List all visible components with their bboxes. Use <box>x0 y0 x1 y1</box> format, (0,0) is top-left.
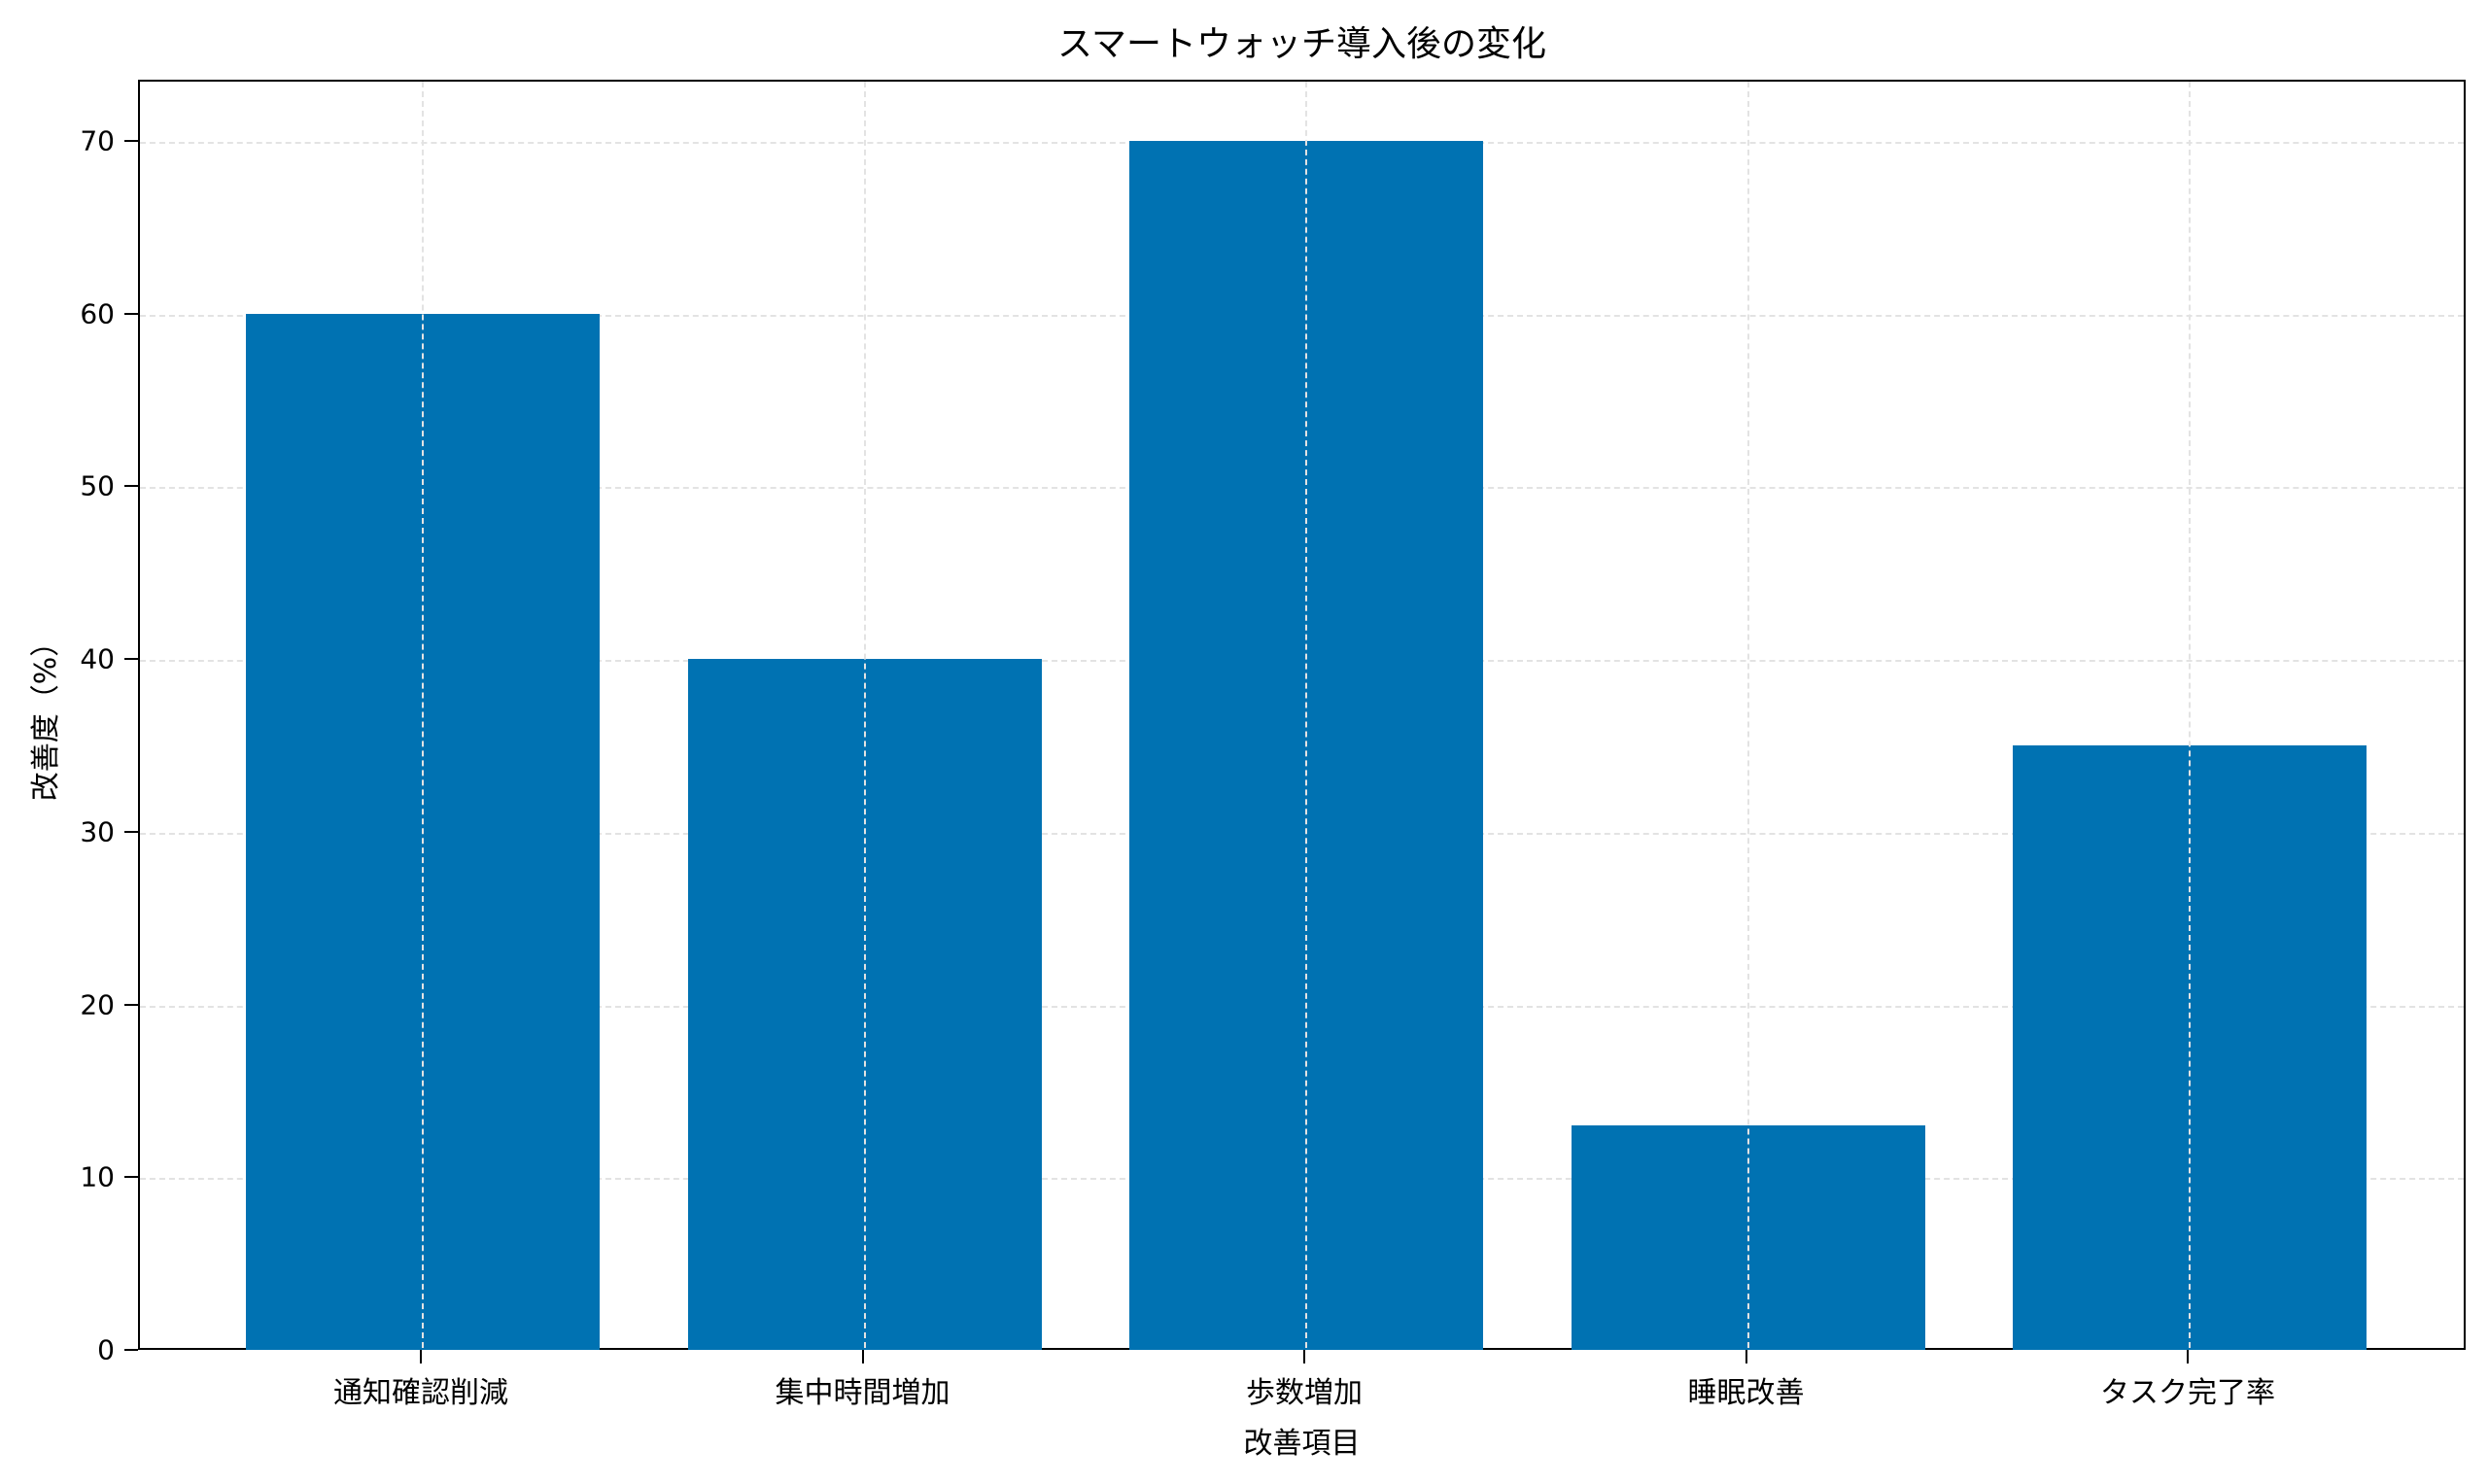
y-tick-mark <box>124 140 138 142</box>
y-tick-label: 30 <box>80 815 115 848</box>
x-tick-label: タスク完了率 <box>2100 1376 2275 1410</box>
y-tick-label: 10 <box>80 1160 115 1193</box>
y-axis-label: 改善度（%） <box>29 627 63 802</box>
x-tick-mark <box>861 1350 864 1363</box>
gridline-vertical <box>1305 82 1307 1348</box>
y-tick-label: 0 <box>97 1333 115 1366</box>
x-tick-label: 集中時間増加 <box>775 1376 950 1410</box>
y-tick-mark <box>124 485 138 488</box>
x-tick-label: 歩数増加 <box>1246 1376 1363 1410</box>
gridline-vertical <box>863 82 866 1348</box>
y-tick-mark <box>124 830 138 833</box>
y-tick-mark <box>124 658 138 661</box>
gridline-vertical <box>2189 82 2191 1348</box>
gridline-vertical <box>422 82 424 1348</box>
chart-title: スマートウォッチ導入後の変化 <box>1057 24 1546 64</box>
y-tick-label: 70 <box>80 124 115 157</box>
y-tick-label: 60 <box>80 297 115 330</box>
x-tick-mark <box>1745 1350 1747 1363</box>
x-tick-mark <box>420 1350 422 1363</box>
y-tick-label: 20 <box>80 988 115 1021</box>
y-tick-label: 50 <box>80 469 115 502</box>
x-tick-label: 睡眠改善 <box>1687 1376 1805 1410</box>
y-tick-mark <box>124 1176 138 1179</box>
y-tick-mark <box>124 1349 138 1351</box>
x-tick-mark <box>2187 1350 2189 1363</box>
x-tick-label: 通知確認削減 <box>333 1376 508 1410</box>
y-tick-mark <box>124 312 138 315</box>
y-tick-mark <box>124 1003 138 1006</box>
gridline-vertical <box>1746 82 1749 1348</box>
y-tick-label: 40 <box>80 642 115 675</box>
x-tick-mark <box>1303 1350 1305 1363</box>
x-axis-label: 改善項目 <box>1243 1427 1361 1461</box>
plot-area <box>138 80 2466 1350</box>
